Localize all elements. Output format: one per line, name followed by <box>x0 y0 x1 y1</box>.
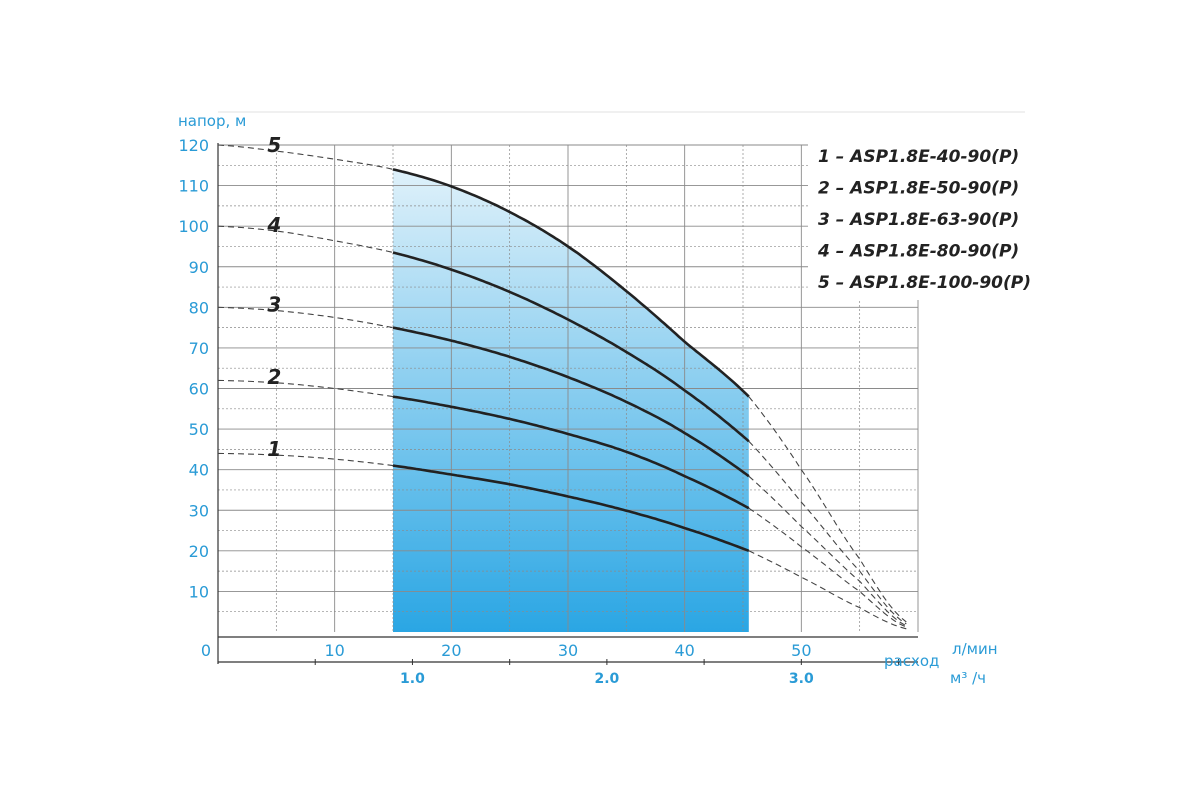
y-tick-label: 110 <box>178 177 209 196</box>
working-range-fill <box>393 169 749 632</box>
y-tick-label: 120 <box>178 136 209 155</box>
curve-4-dashed-right <box>748 440 907 625</box>
y-tick-label: 20 <box>189 542 209 561</box>
curve-1-dashed-right <box>748 550 907 630</box>
curve-5-dashed-right <box>748 396 907 623</box>
x-unit-label: л/мин <box>952 640 998 658</box>
curve-number-label: 1 <box>267 437 281 461</box>
y-tick-label: 40 <box>189 461 209 480</box>
x2-unit-label: м³ /ч <box>950 669 986 687</box>
x-tick-label: 30 <box>558 641 578 660</box>
legend-item: 4 – ASP1.8E-80-90(P) <box>817 242 1019 262</box>
axes: 10 20 30 40 50 60 70 80 90 100 110 120 0 10 20 30 40 50 1.… <box>178 112 998 687</box>
y-tick-label: 100 <box>178 217 209 236</box>
curve-3-dashed-left <box>217 306 394 329</box>
legend-background <box>808 140 1030 300</box>
x2-tick-label: 2.0 <box>594 671 619 687</box>
legend: 1 – ASP1.8E-40-90(P) 2 – ASP1.8E-50-90(P)… <box>808 140 1031 300</box>
curve-number-label: 5 <box>267 133 281 157</box>
y-axis-title: напор, м <box>178 112 246 130</box>
curve-1-dashed-left <box>217 452 394 467</box>
curve-5-solid <box>392 168 750 398</box>
x-axis-title: расход <box>884 652 939 670</box>
x-tick-label: 50 <box>791 641 811 660</box>
x-tick-label: 10 <box>324 641 344 660</box>
working-range-area <box>393 169 749 632</box>
curve-5-dashed-left <box>217 144 394 170</box>
curve-3-solid <box>392 326 750 478</box>
grid <box>218 111 1025 632</box>
curve-4-solid <box>392 251 750 443</box>
x-tick-label: 40 <box>674 641 694 660</box>
curve-number-label: 3 <box>267 293 281 317</box>
x2-tick-label: 1.0 <box>400 671 425 687</box>
legend-item: 5 – ASP1.8E-100-90(P) <box>818 273 1031 293</box>
curve-2-solid <box>392 395 750 510</box>
x2-tick-label: 3.0 <box>789 671 814 687</box>
legend-item: 3 – ASP1.8E-63-90(P) <box>818 210 1019 230</box>
curve-2-dashed-right <box>748 507 907 628</box>
y-tick-label: 50 <box>189 420 209 439</box>
curve-number-label: 2 <box>267 365 281 389</box>
y-tick-label: 80 <box>189 298 209 317</box>
curves <box>217 144 907 630</box>
origin-label: 0 <box>201 641 211 660</box>
labels: 1 2 3 4 5 <box>266 133 281 461</box>
y-tick-label: 60 <box>189 380 209 399</box>
curve-1-solid <box>392 464 750 553</box>
x-tick-label: 20 <box>441 641 461 660</box>
legend-item: 1 – ASP1.8E-40-90(P) <box>818 147 1019 167</box>
y-tick-label: 30 <box>189 501 209 520</box>
curve-number-label: 4 <box>266 213 281 237</box>
y-tick-label: 90 <box>189 258 209 277</box>
curve-3-dashed-right <box>748 475 907 627</box>
y-tick-label: 10 <box>189 582 209 601</box>
y-tick-label: 70 <box>189 339 209 358</box>
legend-item: 2 – ASP1.8E-50-90(P) <box>818 179 1019 199</box>
curve-4-dashed-left <box>217 225 394 254</box>
